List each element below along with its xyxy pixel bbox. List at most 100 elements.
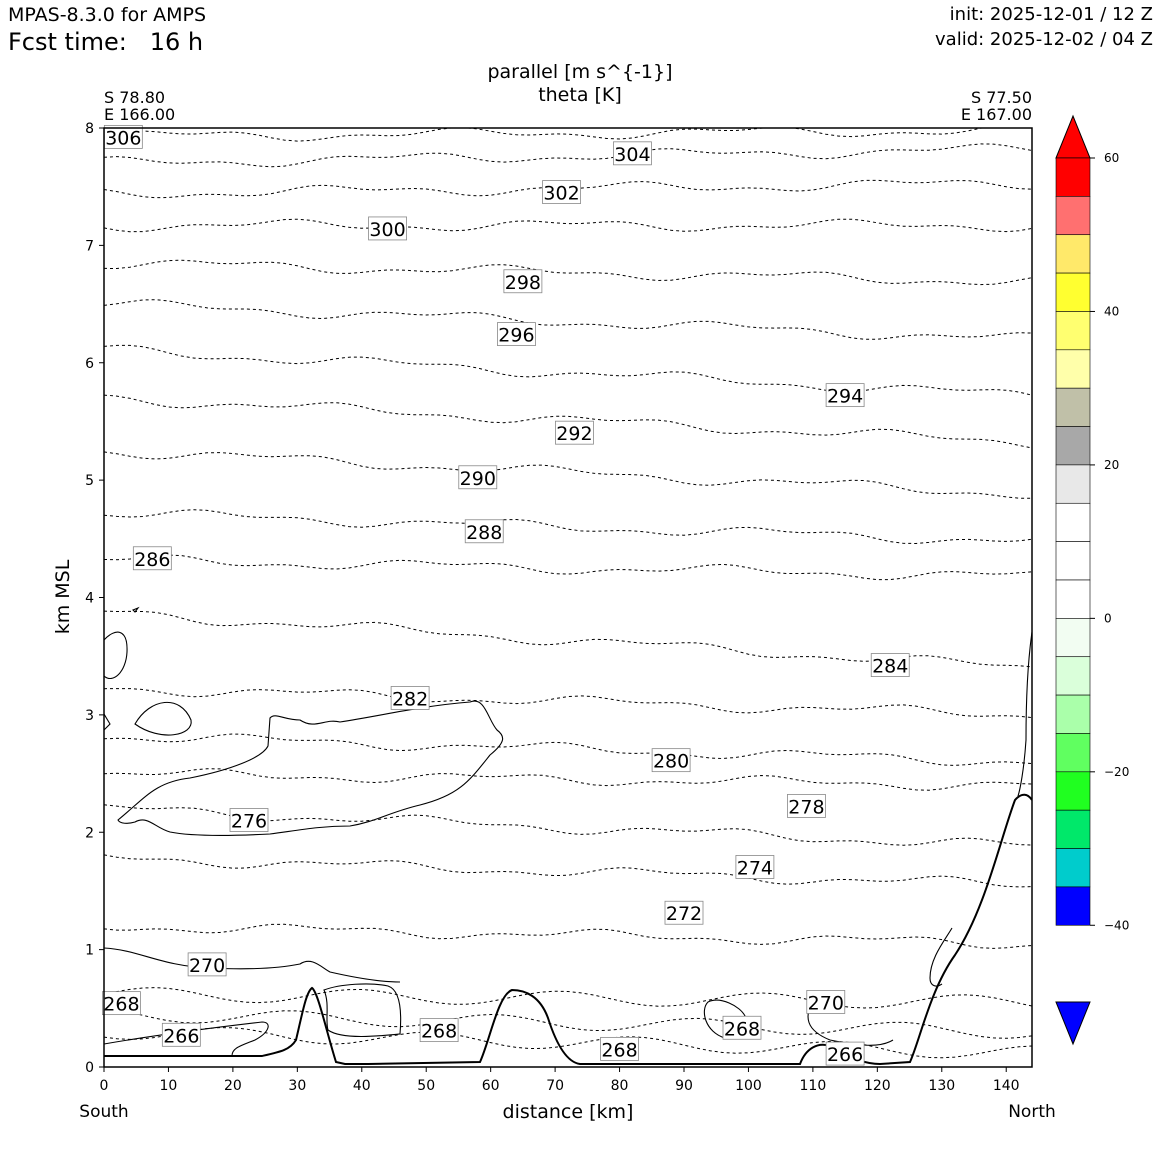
theta-label: 294	[825, 383, 865, 408]
theta-contour	[104, 610, 1032, 668]
north-label: North	[1008, 1102, 1056, 1122]
theta-contour	[104, 259, 1032, 286]
colorbar-bin	[1055, 733, 1091, 773]
plot-frame	[103, 127, 1033, 1068]
svg-text:300: 300	[369, 219, 405, 241]
y-axis: 0 1 2 3 4 5 6 7 8	[85, 121, 104, 1076]
y-tick-label: 1	[85, 943, 94, 959]
svg-text:268: 268	[724, 1018, 760, 1040]
velocity-contour	[807, 1001, 894, 1046]
x-tick-label: 90	[675, 1078, 693, 1094]
forecast-time: Fcst time: 16 h	[8, 28, 203, 56]
colorbar-tick-label: 0	[1104, 611, 1112, 625]
x-tick-label: 130	[928, 1078, 955, 1094]
chart-title-line2: theta [K]	[538, 84, 622, 106]
theta-contour	[104, 509, 1032, 545]
colorbar-bin	[1055, 541, 1091, 581]
svg-text:282: 282	[392, 688, 428, 710]
theta-contour	[104, 768, 1032, 791]
theta-contour	[104, 733, 1032, 766]
theta-contour	[104, 987, 1032, 1009]
south-label: South	[79, 1102, 128, 1122]
theta-label: 270	[806, 990, 846, 1014]
start-lat-label: S 78.80	[104, 88, 165, 107]
colorbar-bin	[1055, 272, 1091, 312]
x-tick-label: 10	[160, 1078, 178, 1094]
valid-time: valid: 2025-12-02 / 04 Z	[935, 29, 1153, 50]
x-axis-label: distance [km]	[503, 1101, 634, 1123]
svg-text:296: 296	[498, 325, 534, 347]
theta-label: 268	[419, 1018, 459, 1043]
velocity-contour	[323, 983, 402, 1037]
theta-contour	[104, 128, 985, 142]
theta-label: 282	[390, 686, 430, 710]
colorbar-bin	[1055, 157, 1091, 197]
colorbar-bin	[1055, 771, 1091, 811]
svg-text:288: 288	[466, 522, 502, 544]
colorbar-bin	[1055, 234, 1091, 274]
theta-contour	[104, 143, 1032, 168]
terrain-line	[104, 793, 1032, 1066]
x-tick-label: 40	[353, 1078, 371, 1094]
svg-text:284: 284	[872, 656, 908, 678]
x-axis: 0 10 20 30 40 50 60 70 80 90 100 110 120 130 140	[100, 1067, 1020, 1094]
colorbar-bin	[1055, 579, 1091, 619]
colorbar-bin	[1055, 694, 1091, 734]
x-tick-label: 30	[288, 1078, 306, 1094]
colorbar-bin	[1055, 311, 1091, 351]
theta-label: 280	[651, 748, 691, 773]
theta-label: 304	[613, 141, 652, 166]
x-tick-label: 0	[100, 1078, 109, 1094]
theta-label: 276	[229, 808, 269, 833]
colorbar-bin	[1055, 464, 1091, 504]
forecast-time-label: Fcst time:	[8, 28, 127, 56]
theta-label: 268	[722, 1015, 762, 1040]
start-lon-label: E 166.00	[104, 105, 175, 124]
theta-label: 284	[870, 653, 910, 678]
colorbar-tick-label: 20	[1104, 458, 1119, 472]
svg-text:274: 274	[737, 857, 773, 879]
y-tick-label: 3	[85, 708, 94, 724]
y-tick-label: 6	[85, 356, 94, 372]
svg-text:276: 276	[231, 811, 267, 833]
velocity-contour	[134, 701, 192, 736]
init-time: init: 2025-12-01 / 12 Z	[949, 4, 1153, 25]
end-lon-label: E 167.00	[961, 105, 1032, 124]
colorbar-tick-label: 40	[1104, 304, 1119, 318]
velocity-contour	[117, 700, 504, 836]
theta-contour	[104, 854, 1032, 888]
contour-lines	[104, 128, 1032, 1059]
chart-title-line1: parallel [m s^{-1}]	[487, 61, 672, 83]
colorbar-over-arrow	[1055, 114, 1091, 159]
theta-label: 274	[735, 855, 775, 879]
colorbar-bin	[1055, 426, 1091, 466]
theta-contour	[104, 451, 1032, 499]
theta-label: 298	[503, 269, 543, 294]
forecast-time-value: 16 h	[149, 28, 204, 56]
svg-text:266: 266	[163, 1025, 199, 1047]
colorbar-tick-label: 60	[1104, 151, 1119, 165]
colorbar-bin	[1055, 809, 1091, 849]
y-tick-label: 0	[85, 1060, 94, 1076]
theta-label: 302	[542, 180, 581, 205]
colorbar-bin	[1055, 349, 1091, 389]
theta-label: 288	[464, 519, 504, 544]
svg-text:268: 268	[601, 1039, 637, 1061]
colorbar-bin	[1055, 848, 1091, 888]
svg-text:292: 292	[556, 423, 592, 445]
svg-text:278: 278	[788, 796, 824, 818]
svg-text:290: 290	[460, 468, 496, 490]
colorbar-under-arrow	[1055, 1001, 1091, 1046]
svg-text:270: 270	[189, 955, 225, 977]
theta-label: 306	[103, 124, 143, 149]
end-lat-label: S 77.50	[971, 88, 1032, 107]
velocity-contour	[104, 947, 401, 983]
svg-text:306: 306	[105, 127, 141, 149]
svg-text:286: 286	[134, 549, 170, 571]
x-tick-label: 100	[735, 1078, 762, 1094]
theta-label: 268	[102, 991, 141, 1016]
theta-label: 290	[458, 465, 498, 490]
x-tick-label: 80	[611, 1078, 629, 1094]
theta-label: 270	[187, 952, 227, 977]
x-tick-label: 50	[417, 1078, 435, 1094]
